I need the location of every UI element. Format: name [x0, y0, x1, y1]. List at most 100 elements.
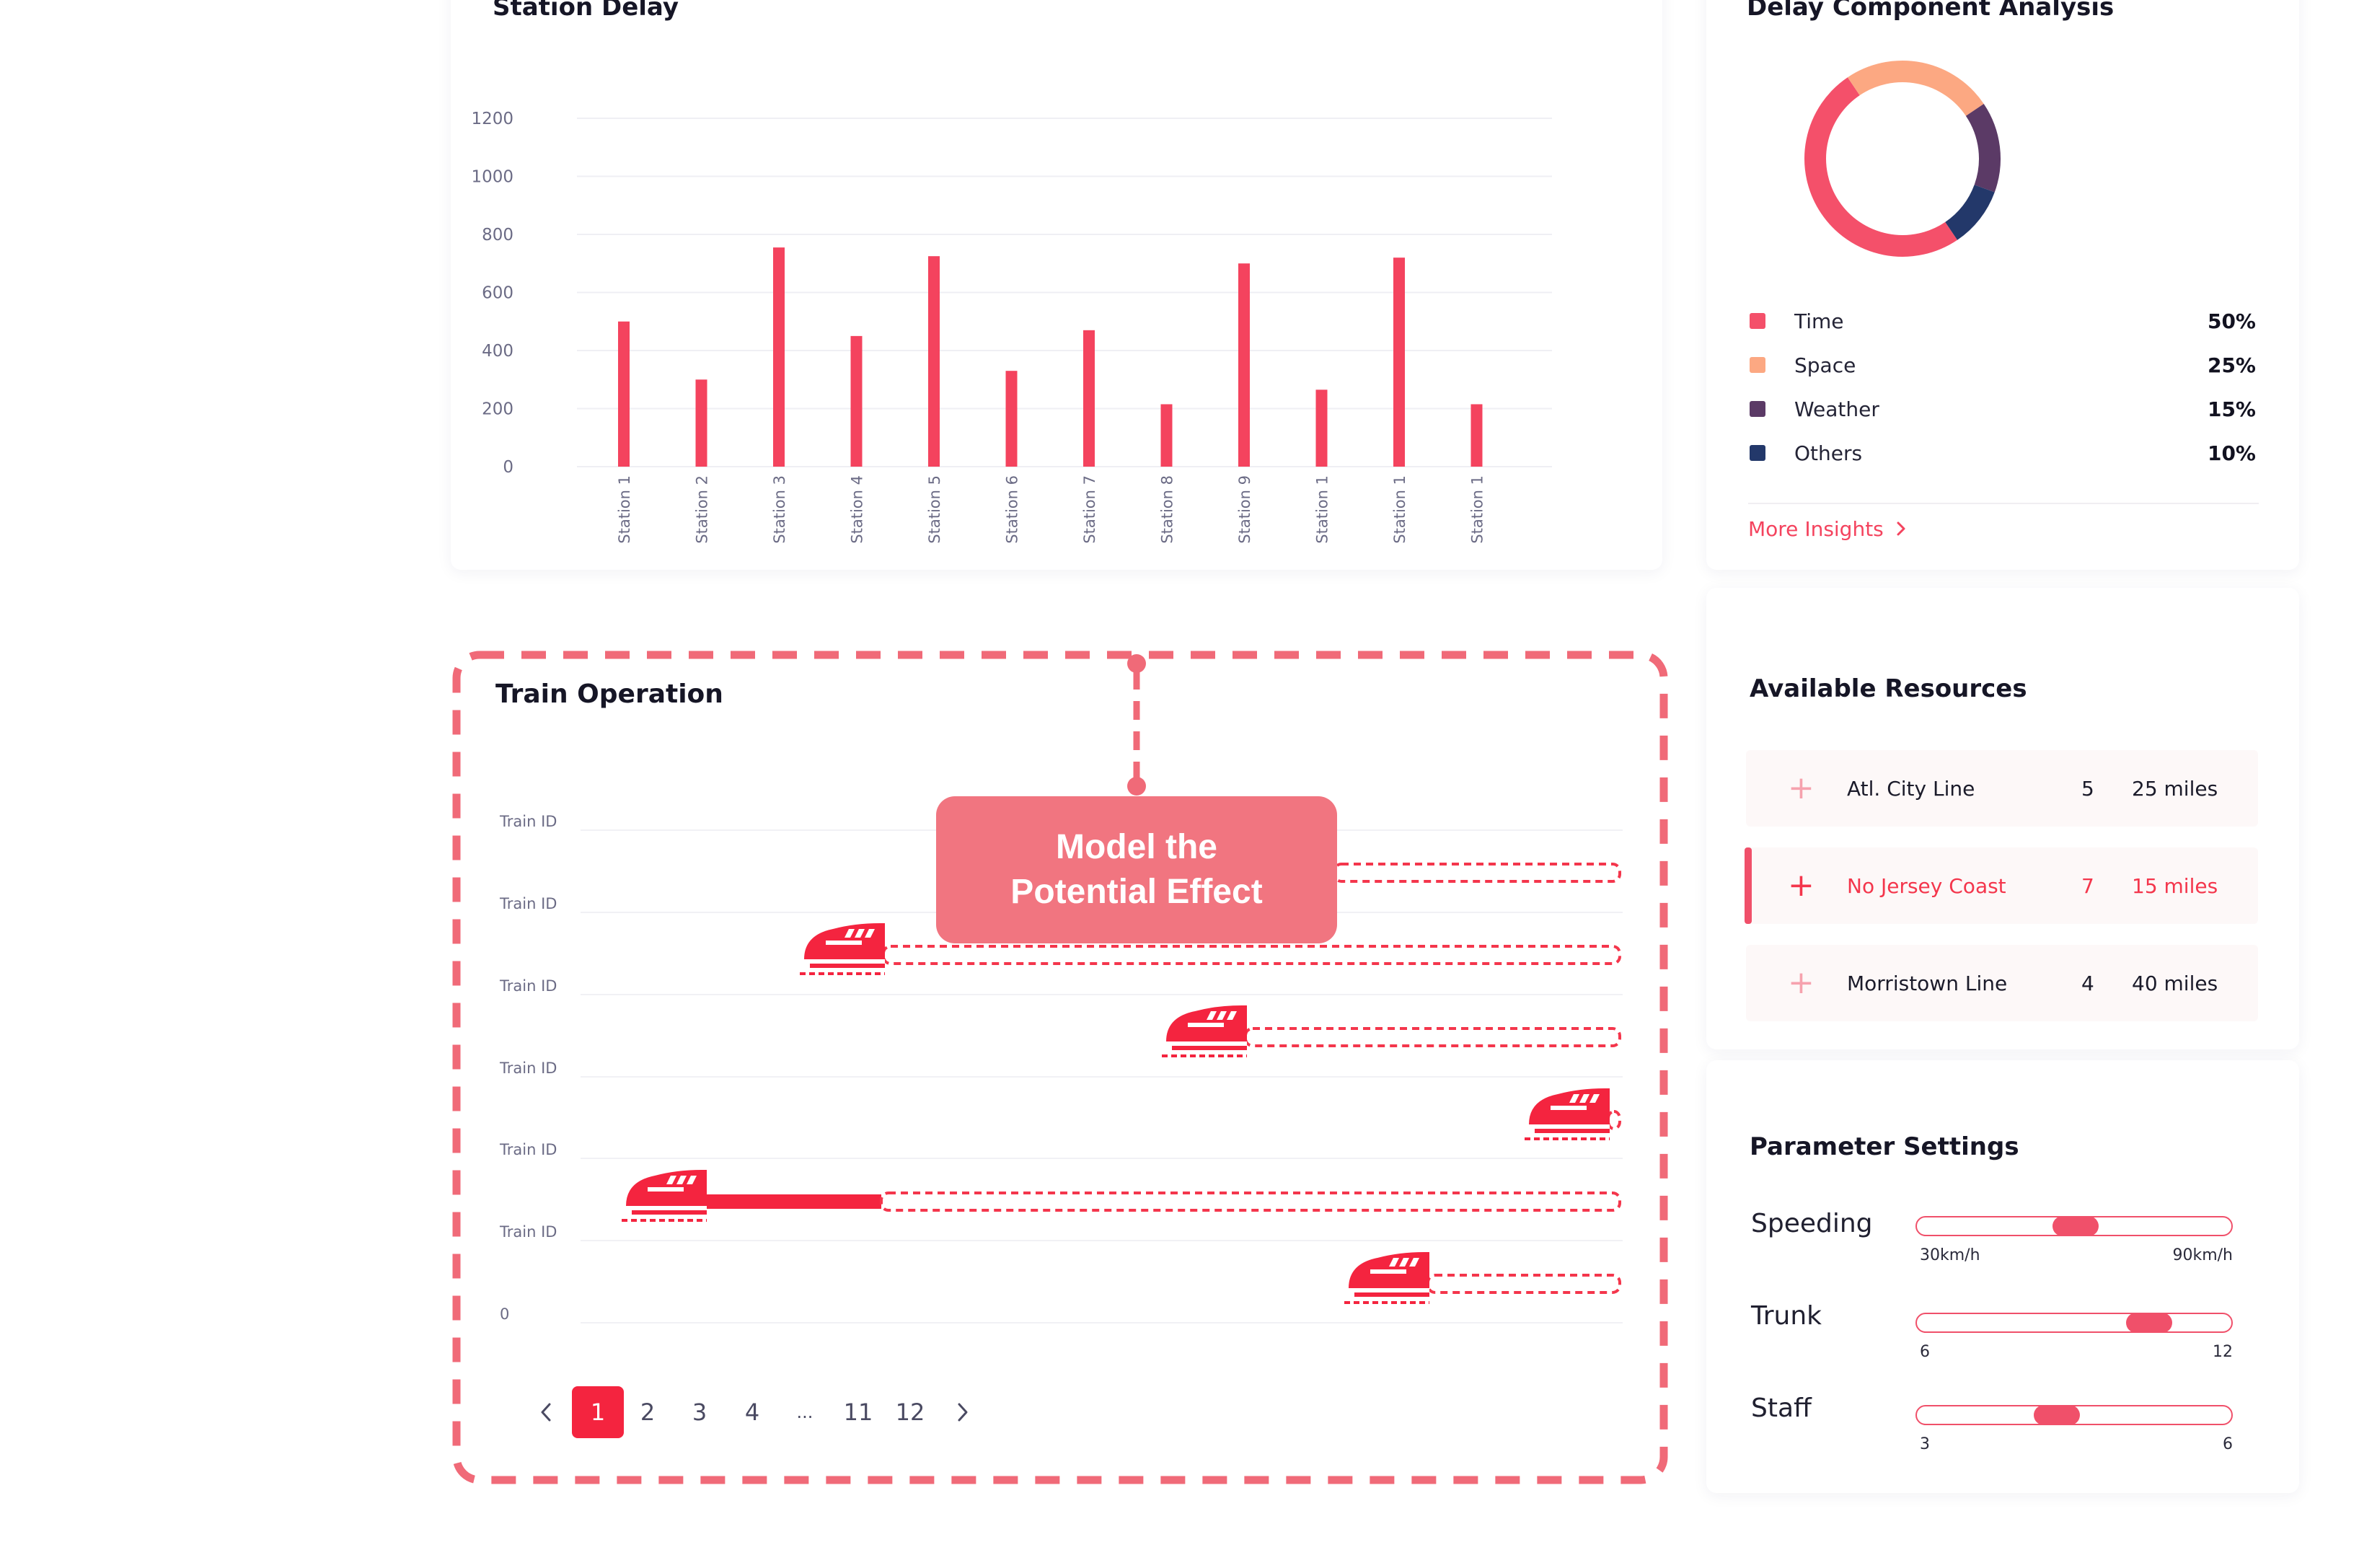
y-tick-label: 600 [482, 284, 513, 303]
more-insights-link[interactable]: More Insights [1748, 511, 1910, 547]
speeding-slider[interactable] [1915, 1216, 2233, 1236]
pagination-page-4[interactable]: 4 [744, 1399, 760, 1426]
resource-name: Morristown Line [1847, 971, 2008, 995]
pagination-prev-button[interactable] [524, 1386, 568, 1438]
legend-swatch-time [1750, 313, 1765, 329]
legend-percent: 25% [2207, 353, 2256, 377]
legend-row-time: Time 50% [1750, 307, 2256, 335]
chevron-left-icon [541, 1403, 551, 1422]
trunk-slider[interactable] [1915, 1313, 2233, 1333]
donut-slice-others[interactable] [1944, 184, 1995, 240]
resource-row-atl-city-line[interactable]: + Atl. City Line 5 25 miles [1746, 750, 2258, 827]
donut-slice-weather[interactable] [1965, 103, 2001, 193]
slider-max-label: 12 [2213, 1343, 2233, 1361]
plus-icon: + [1788, 867, 1815, 904]
slider-min-label: 3 [1920, 1435, 1930, 1453]
train-operation-card: Train Operation [451, 649, 1670, 1486]
y-tick-label: 800 [482, 226, 513, 245]
legend-row-weather: Weather 15% [1750, 395, 2256, 423]
station-delay-chart: 0 200 400 600 800 1000 1200 Station 1 Station 2 S… [471, 110, 1552, 544]
x-tick-label: Station 1 [1314, 475, 1331, 544]
x-tick-label: Station 1 [1469, 475, 1486, 544]
bar[interactable] [1470, 404, 1483, 467]
x-tick-label: Station 1 [1391, 475, 1408, 544]
pagination-page-3[interactable]: 3 [692, 1399, 707, 1426]
delay-component-card: Delay Component Analysis Time 50% Space … [1706, 0, 2299, 570]
plus-icon: + [1788, 964, 1815, 1001]
legend-percent: 10% [2207, 441, 2256, 465]
legend-swatch-weather [1750, 401, 1765, 417]
train-operation-title: Train Operation [495, 679, 723, 709]
x-tick-label: Station 9 [1236, 475, 1253, 544]
legend-name: Weather [1794, 397, 1879, 421]
y-tick-label: 1200 [471, 110, 513, 128]
x-tick-label: Station 6 [1004, 475, 1021, 544]
legend-percent: 50% [2207, 309, 2256, 333]
bar[interactable] [1005, 371, 1018, 467]
donut-slice-space[interactable] [1847, 61, 1984, 117]
resource-row-no-jersey-coast[interactable]: + No Jersey Coast 7 15 miles [1745, 847, 2258, 924]
staff-slider[interactable] [1915, 1405, 2233, 1425]
x-tick-label: Station 1 [616, 475, 633, 544]
parameter-settings-title: Parameter Settings [1750, 1132, 2019, 1161]
pagination-page-11[interactable]: 11 [843, 1399, 873, 1426]
pagination-page-12[interactable]: 12 [895, 1399, 925, 1426]
legend-row-others: Others 10% [1750, 439, 2256, 467]
legend-divider [1748, 503, 2259, 504]
x-tick-label: Station 7 [1081, 475, 1098, 544]
station-delay-card: Station Delay 0 200 400 600 800 1000 1200 Stati… [451, 0, 1662, 570]
bar[interactable] [850, 335, 863, 467]
bar[interactable] [1238, 263, 1250, 467]
bar[interactable] [695, 379, 707, 467]
bar[interactable] [1160, 404, 1173, 467]
y-tick-label: 200 [482, 400, 513, 419]
callout-line-2: Potential Effect [1010, 873, 1263, 911]
chevron-right-icon [1897, 521, 1905, 536]
plus-icon: + [1788, 770, 1815, 806]
param-label: Speeding [1751, 1209, 1873, 1238]
bar[interactable] [1315, 389, 1328, 467]
slider-thumb[interactable] [2125, 1313, 2172, 1333]
legend-swatch-others [1750, 445, 1765, 461]
station-delay-title: Station Delay [493, 0, 679, 22]
legend-swatch-space [1750, 357, 1765, 373]
pagination-page-1[interactable]: 1 [572, 1386, 624, 1438]
resource-name: Atl. City Line [1847, 776, 1975, 801]
resource-name: No Jersey Coast [1847, 873, 2006, 898]
model-potential-effect-callout: Model the Potential Effect [936, 796, 1337, 943]
donut-slice-time[interactable] [1804, 77, 1958, 257]
resource-distance: 25 miles [2132, 776, 2218, 801]
x-tick-label: Station 2 [694, 475, 711, 544]
active-indicator [1745, 847, 1752, 924]
legend-row-space: Space 25% [1750, 351, 2256, 379]
legend-name: Time [1794, 309, 1844, 333]
callout-line-1: Model the [1056, 828, 1217, 866]
bar[interactable] [928, 256, 940, 467]
chevron-right-icon [958, 1403, 968, 1422]
delay-component-title: Delay Component Analysis [1747, 0, 2115, 22]
legend-percent: 15% [2207, 397, 2256, 421]
y-tick-label: 400 [482, 342, 513, 361]
resource-count: 5 [2081, 776, 2094, 801]
pagination-page-2[interactable]: 2 [640, 1399, 656, 1426]
resource-count: 4 [2081, 971, 2094, 995]
bar[interactable] [618, 321, 630, 467]
bar[interactable] [1083, 330, 1095, 467]
bar[interactable] [773, 247, 785, 467]
available-resources-title: Available Resources [1750, 674, 2027, 703]
slider-min-label: 30km/h [1920, 1246, 1980, 1264]
y-tick-label: 0 [503, 458, 513, 477]
pagination-ellipsis: ... [796, 1402, 813, 1422]
more-insights-label: More Insights [1748, 516, 1884, 541]
bar[interactable] [1393, 257, 1405, 467]
pagination-next-button[interactable] [941, 1386, 984, 1438]
resource-distance: 15 miles [2132, 873, 2218, 898]
x-tick-label: Station 3 [771, 475, 788, 544]
resource-row-morristown-line[interactable]: + Morristown Line 4 40 miles [1746, 945, 2258, 1021]
x-tick-label: Station 5 [926, 475, 943, 544]
slider-thumb[interactable] [2052, 1216, 2099, 1236]
x-tick-label: Station 8 [1159, 475, 1176, 544]
slider-max-label: 90km/h [2172, 1246, 2233, 1264]
slider-thumb[interactable] [2033, 1405, 2080, 1425]
dashed-highlight-border [452, 651, 1668, 1484]
